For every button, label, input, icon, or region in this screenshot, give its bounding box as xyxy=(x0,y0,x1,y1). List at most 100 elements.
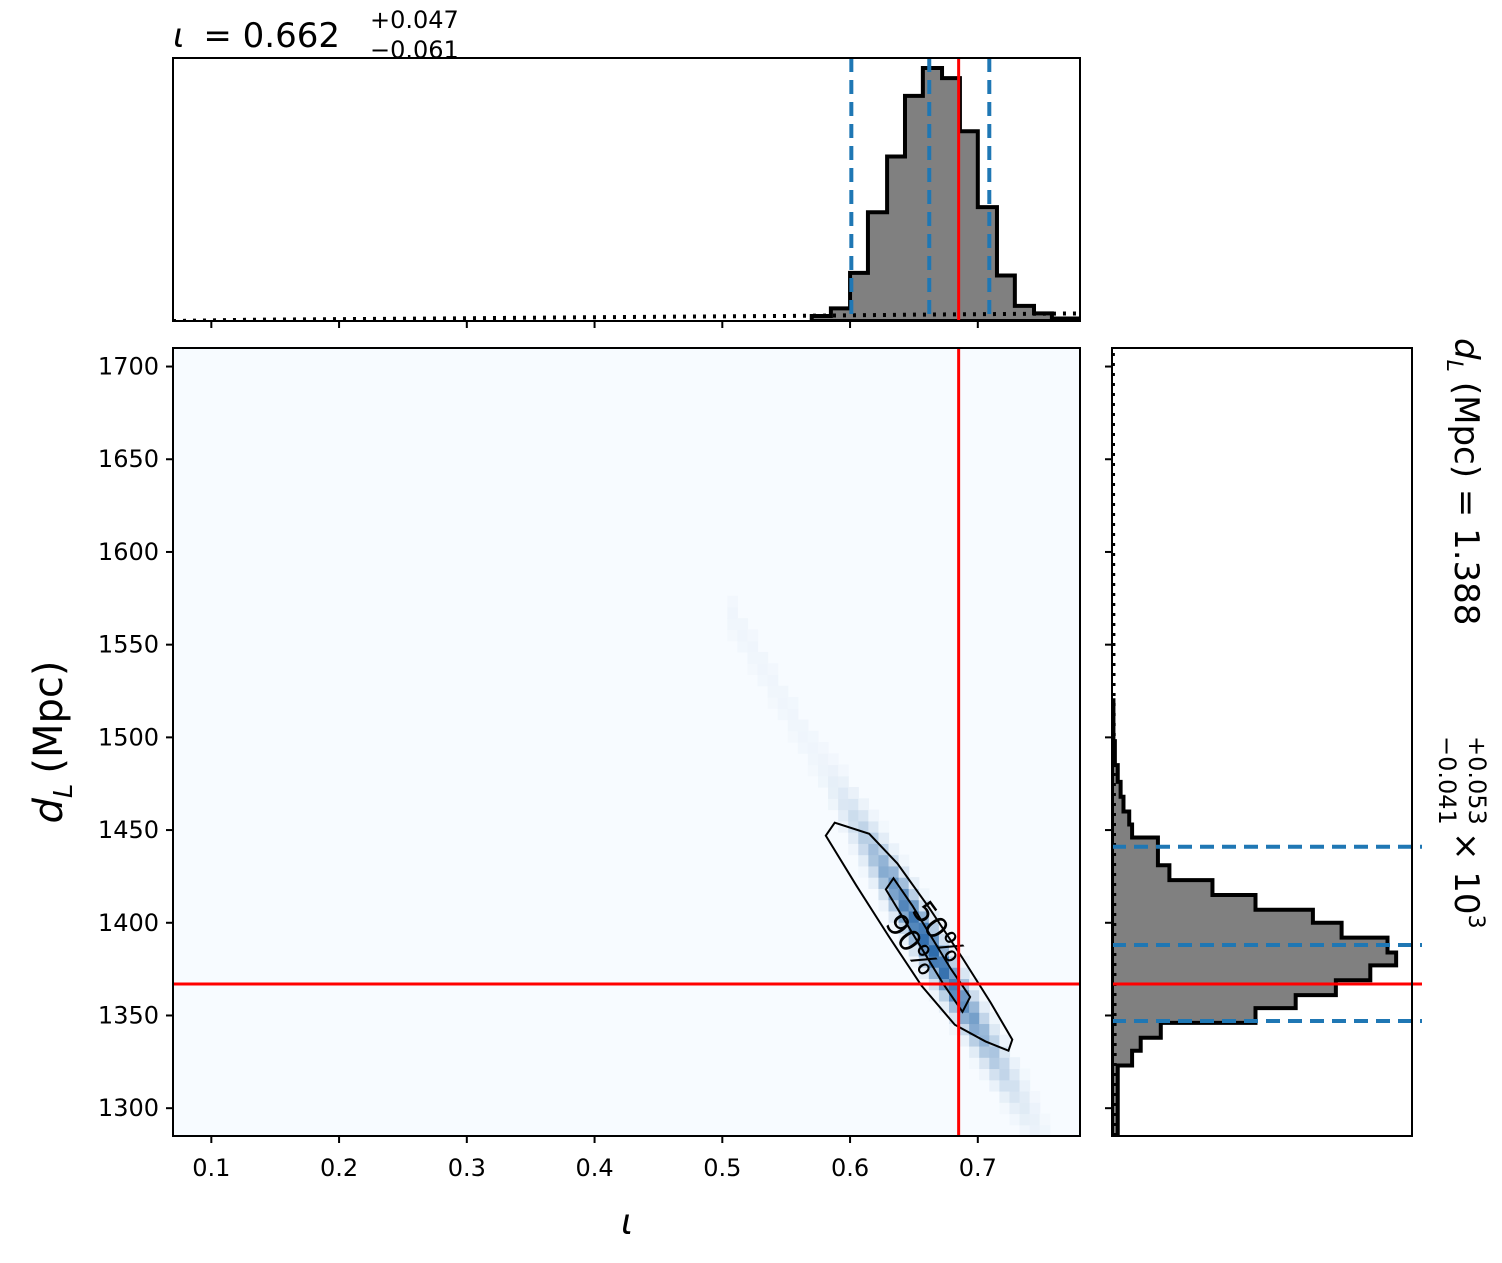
heatmap-cell xyxy=(959,1034,970,1047)
x-axis-label: ι xyxy=(621,1202,633,1243)
heatmap-cell xyxy=(828,787,839,799)
heatmap-cell xyxy=(848,820,859,833)
heatmap-cell xyxy=(928,955,940,968)
heatmap-cell xyxy=(767,663,779,676)
heatmap-cell xyxy=(848,787,859,799)
heatmap-cell xyxy=(848,843,859,856)
dL-marginal-frame xyxy=(1111,347,1413,1137)
heatmap-cell xyxy=(1029,1113,1041,1126)
heatmap-cell xyxy=(848,809,859,822)
heatmap-cell xyxy=(868,820,880,833)
heatmap-cell xyxy=(999,1057,1011,1070)
heatmap-cell xyxy=(908,888,920,901)
heatmap-cell xyxy=(858,832,869,844)
heatmap-cell xyxy=(959,1012,970,1025)
iota-marginal-panel xyxy=(172,57,1081,328)
y-tick-label-3: 1450 xyxy=(98,816,159,844)
heatmap-cell xyxy=(938,922,950,934)
heatmap-cell xyxy=(858,854,869,867)
heatmap-cell xyxy=(1009,1057,1021,1070)
heatmap-cell xyxy=(989,1079,1000,1092)
heatmap-cell xyxy=(908,944,920,957)
heatmap-cell xyxy=(858,798,869,811)
heatmap-cell xyxy=(918,933,930,946)
heatmap-cell xyxy=(898,922,910,934)
contour-50pct xyxy=(884,876,972,1014)
heatmap-cell xyxy=(948,1023,960,1036)
heatmap-cell xyxy=(817,742,829,754)
heatmap-cell xyxy=(737,618,749,631)
heatmap-cell xyxy=(1019,1090,1031,1103)
heatmap-cell xyxy=(757,651,769,664)
heatmap-cell xyxy=(969,1000,980,1013)
x-tick-label-1: 0.2 xyxy=(320,1154,358,1182)
heatmap-cell xyxy=(787,696,799,709)
heatmap-cell xyxy=(918,888,930,901)
heatmap-cell xyxy=(1029,1124,1041,1136)
heatmap-cell xyxy=(747,651,759,664)
heatmap-cell xyxy=(898,854,910,867)
heatmap-cell xyxy=(868,843,880,856)
heatmap-cell xyxy=(757,674,769,687)
heatmap-cell xyxy=(989,1012,1000,1025)
heatmap-cell xyxy=(737,629,749,642)
heatmap-cell xyxy=(918,922,930,934)
y-axis-label-subscript: L xyxy=(49,784,79,799)
heatmap-cell xyxy=(969,1034,980,1047)
dL-title-subscript: L xyxy=(1441,360,1466,372)
x-tick-label-5: 0.6 xyxy=(831,1154,869,1182)
heatmap-cell xyxy=(928,922,940,934)
heatmap-cell xyxy=(928,933,940,946)
heatmap-cell xyxy=(1039,1113,1051,1126)
heatmap-cell xyxy=(969,1023,980,1036)
y-tick-label-4: 1500 xyxy=(98,723,159,751)
heatmap-cell xyxy=(989,1068,1000,1081)
heatmap-cell xyxy=(797,719,809,732)
heatmap-cell xyxy=(817,764,829,777)
iota-title-sup: +0.047 xyxy=(370,6,459,34)
heatmap-cell xyxy=(848,798,859,811)
heatmap-cell xyxy=(908,877,920,889)
heatmap-cell xyxy=(979,989,990,1002)
heatmap-cell xyxy=(1019,1102,1031,1115)
y-tick-label-0: 1300 xyxy=(98,1094,159,1122)
heatmap-cell xyxy=(878,865,890,878)
heatmap-cell xyxy=(938,944,950,957)
heatmap-cell xyxy=(979,1045,990,1058)
heatmap-cell xyxy=(918,955,930,968)
heatmap-cell xyxy=(999,1079,1011,1092)
heatmap-cell xyxy=(1019,1079,1031,1092)
heatmap-cell xyxy=(838,775,849,788)
heatmap-cell xyxy=(948,1012,960,1025)
heatmap-cell xyxy=(928,944,940,957)
heatmap-cell xyxy=(888,843,900,856)
dL-title-sub: −0.041 xyxy=(1433,736,1461,825)
heatmap-cell xyxy=(787,730,799,743)
heatmap-cell xyxy=(838,820,849,833)
heatmap-cell xyxy=(959,989,970,1002)
heatmap-cell xyxy=(979,1057,990,1070)
dL-prior-curve xyxy=(1112,348,1117,1136)
heatmap-cell xyxy=(747,629,759,642)
heatmap-cell xyxy=(727,629,738,642)
heatmap-cell xyxy=(1009,1079,1021,1092)
heatmap-cell xyxy=(938,967,950,979)
heatmap-cell xyxy=(938,933,950,946)
heatmap-cell xyxy=(797,742,809,754)
heatmap-cell xyxy=(797,730,809,743)
joint-panel-frame xyxy=(172,347,1081,1137)
heatmap-cell xyxy=(948,955,960,968)
heatmap-cell xyxy=(777,696,789,709)
heatmap-cell xyxy=(928,989,940,1002)
y-tick-label-5: 1550 xyxy=(98,631,159,659)
heatmap-cell xyxy=(1019,1068,1031,1081)
heatmap-cell xyxy=(888,865,900,878)
x-tick-label-0: 0.1 xyxy=(192,1154,230,1182)
heatmap-cell xyxy=(989,1045,1000,1058)
heatmap-cell xyxy=(898,910,910,923)
y-tick-label-1: 1350 xyxy=(98,1001,159,1029)
x-tick-label-3: 0.4 xyxy=(575,1154,613,1182)
heatmap-cell xyxy=(838,809,849,822)
heatmap-cell xyxy=(807,730,819,743)
heatmap-cell xyxy=(969,1012,980,1025)
